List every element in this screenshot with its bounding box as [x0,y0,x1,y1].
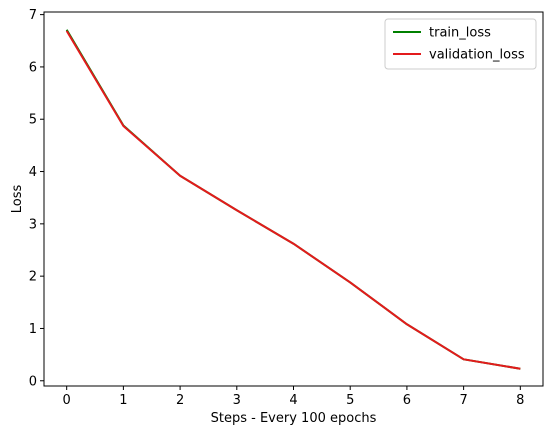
x-tick-label: 6 [403,393,411,408]
x-tick-label: 5 [346,393,354,408]
series-line-validation-loss [65,30,521,370]
y-tick-label: 1 [29,322,37,337]
y-tick-label: 2 [29,270,37,285]
axes: 0 1 2 3 4 5 6 7 8 0 1 2 3 4 5 6 7 [29,8,525,408]
y-tick-label: 7 [29,8,37,23]
y-tick-label: 6 [29,60,37,75]
x-tick-label: 1 [119,393,127,408]
y-tick-label: 5 [29,113,37,128]
legend-label: train_loss [429,26,491,41]
x-tick-label: 3 [233,393,241,408]
x-axis-label: Steps - Every 100 epochs [211,411,377,426]
legend-box [384,18,537,70]
y-tick-label: 0 [29,374,37,389]
x-tick-label: 2 [176,393,184,408]
y-tick-label: 3 [29,217,37,232]
y-axis-label: Loss [10,185,25,214]
series-layer [65,29,521,370]
x-tick-label: 8 [516,393,524,408]
x-tick-label: 7 [459,393,467,408]
legend-label: validation_loss [429,48,525,63]
x-tick-label: 4 [289,393,297,408]
x-tick-label: 0 [63,393,71,408]
plot-frame [43,11,544,387]
legend: train_loss validation_loss [384,18,537,70]
y-tick-label: 4 [29,165,37,180]
